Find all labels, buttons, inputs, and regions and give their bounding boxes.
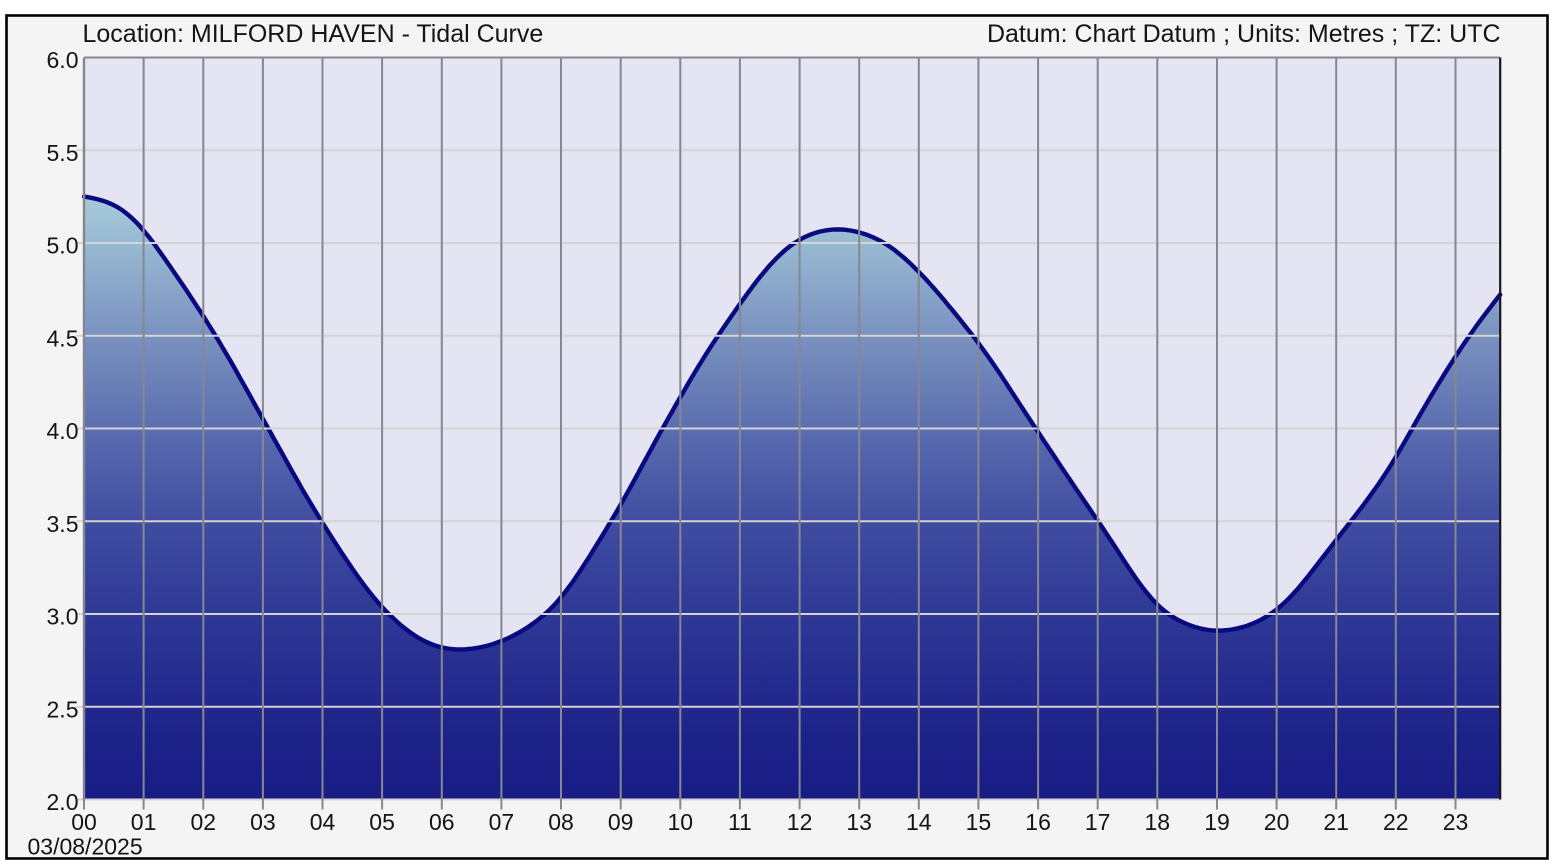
svg-text:13: 13 <box>846 809 872 835</box>
svg-text:08: 08 <box>548 809 574 835</box>
svg-text:4.0: 4.0 <box>47 418 79 444</box>
svg-text:05: 05 <box>369 809 395 835</box>
svg-text:16: 16 <box>1025 809 1051 835</box>
svg-text:22: 22 <box>1383 809 1409 835</box>
svg-text:3.5: 3.5 <box>47 511 79 537</box>
svg-text:18: 18 <box>1145 809 1171 835</box>
svg-text:10: 10 <box>668 809 694 835</box>
svg-text:09: 09 <box>608 809 634 835</box>
svg-text:06: 06 <box>429 809 455 835</box>
svg-text:11: 11 <box>728 809 752 835</box>
svg-text:Datum: Chart Datum ; Units: Me: Datum: Chart Datum ; Units: Metres ; TZ:… <box>987 20 1501 48</box>
svg-text:03/08/2025: 03/08/2025 <box>28 834 143 860</box>
svg-text:14: 14 <box>906 809 932 835</box>
svg-text:04: 04 <box>310 809 336 835</box>
svg-text:15: 15 <box>966 809 992 835</box>
svg-text:21: 21 <box>1323 809 1349 835</box>
svg-text:17: 17 <box>1085 809 1111 835</box>
svg-text:5.0: 5.0 <box>47 233 79 259</box>
svg-text:00: 00 <box>71 809 97 835</box>
svg-text:Location: MILFORD HAVEN - Tida: Location: MILFORD HAVEN - Tidal Curve <box>83 20 544 48</box>
svg-text:5.5: 5.5 <box>47 140 79 166</box>
svg-text:4.5: 4.5 <box>47 325 79 351</box>
svg-text:12: 12 <box>787 809 813 835</box>
svg-text:02: 02 <box>191 809 217 835</box>
svg-text:03: 03 <box>250 809 276 835</box>
svg-text:20: 20 <box>1264 809 1290 835</box>
svg-text:23: 23 <box>1443 809 1469 835</box>
svg-text:2.0: 2.0 <box>47 789 79 815</box>
svg-text:3.0: 3.0 <box>47 604 79 630</box>
svg-text:01: 01 <box>131 809 157 835</box>
svg-text:07: 07 <box>489 809 515 835</box>
svg-text:19: 19 <box>1204 809 1230 835</box>
svg-text:2.5: 2.5 <box>47 696 79 722</box>
svg-text:6.0: 6.0 <box>47 47 79 73</box>
